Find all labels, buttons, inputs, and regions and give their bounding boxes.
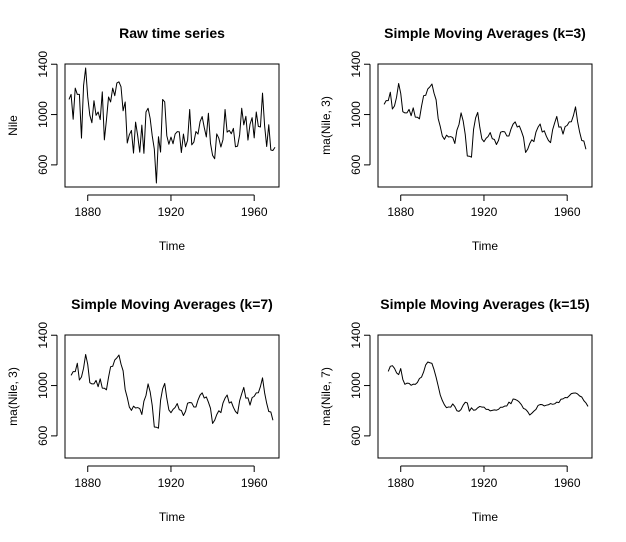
chart-title: Simple Moving Averages (k=7) <box>71 296 273 312</box>
series-line <box>70 353 274 429</box>
x-tick-label: 1960 <box>241 476 268 490</box>
chart-panel-2: Simple Moving Averages (k=3) 1880 1920 1960… <box>319 25 593 253</box>
series-line <box>387 361 589 416</box>
x-tick-label: 1960 <box>554 205 581 219</box>
x-tick-label: 1920 <box>158 205 185 219</box>
x-tick-label: 1880 <box>74 476 101 490</box>
y-tick-label: 1400 <box>36 322 50 349</box>
y-tick-label: 600 <box>349 155 363 175</box>
y-tick-label: 1400 <box>349 51 363 78</box>
y-tick-label: 1000 <box>349 372 363 399</box>
chart-title: Simple Moving Averages (k=3) <box>384 25 586 41</box>
x-axis-label: Time <box>159 510 186 524</box>
y-tick-label: 1400 <box>36 51 50 78</box>
y-axis-label: Nile <box>6 115 20 136</box>
y-tick-label: 1000 <box>36 372 50 399</box>
x-tick-label: 1960 <box>554 476 581 490</box>
x-tick-label: 1920 <box>158 476 185 490</box>
plot-frame <box>64 334 280 459</box>
plot-frame <box>64 63 280 188</box>
y-axis-label: ma(Nile, 3) <box>6 367 20 426</box>
x-axis-label: Time <box>159 239 186 253</box>
y-axis-label: ma(Nile, 3) <box>319 96 333 155</box>
plot-frame <box>377 334 593 459</box>
plot-frame <box>377 63 593 188</box>
y-tick-label: 1000 <box>36 101 50 128</box>
x-tick-label: 1880 <box>74 205 101 219</box>
y-axis-label: ma(Nile, 7) <box>319 367 333 426</box>
chart-panel-4: Simple Moving Averages (k=15) 1880 1920 196… <box>319 296 593 524</box>
y-tick-label: 600 <box>36 155 50 175</box>
y-tick-label: 1400 <box>349 322 363 349</box>
x-tick-label: 1880 <box>387 476 414 490</box>
x-tick-label: 1880 <box>387 205 414 219</box>
series-line <box>68 67 276 184</box>
chart-title: Simple Moving Averages (k=15) <box>380 296 589 312</box>
y-tick-label: 600 <box>36 426 50 446</box>
x-axis-label: Time <box>472 510 499 524</box>
chart-panel-1: Raw time series 1880 1920 1960 600 1000 1400 Ti… <box>6 25 280 253</box>
x-tick-label: 1920 <box>471 476 498 490</box>
series-line <box>383 82 587 158</box>
y-tick-label: 1000 <box>349 101 363 128</box>
y-tick-label: 600 <box>349 426 363 446</box>
x-tick-label: 1920 <box>471 205 498 219</box>
chart-title: Raw time series <box>119 25 225 41</box>
chart-panel-3: Simple Moving Averages (k=7) 1880 1920 1960… <box>6 296 280 524</box>
x-tick-label: 1960 <box>241 205 268 219</box>
x-axis-label: Time <box>472 239 499 253</box>
